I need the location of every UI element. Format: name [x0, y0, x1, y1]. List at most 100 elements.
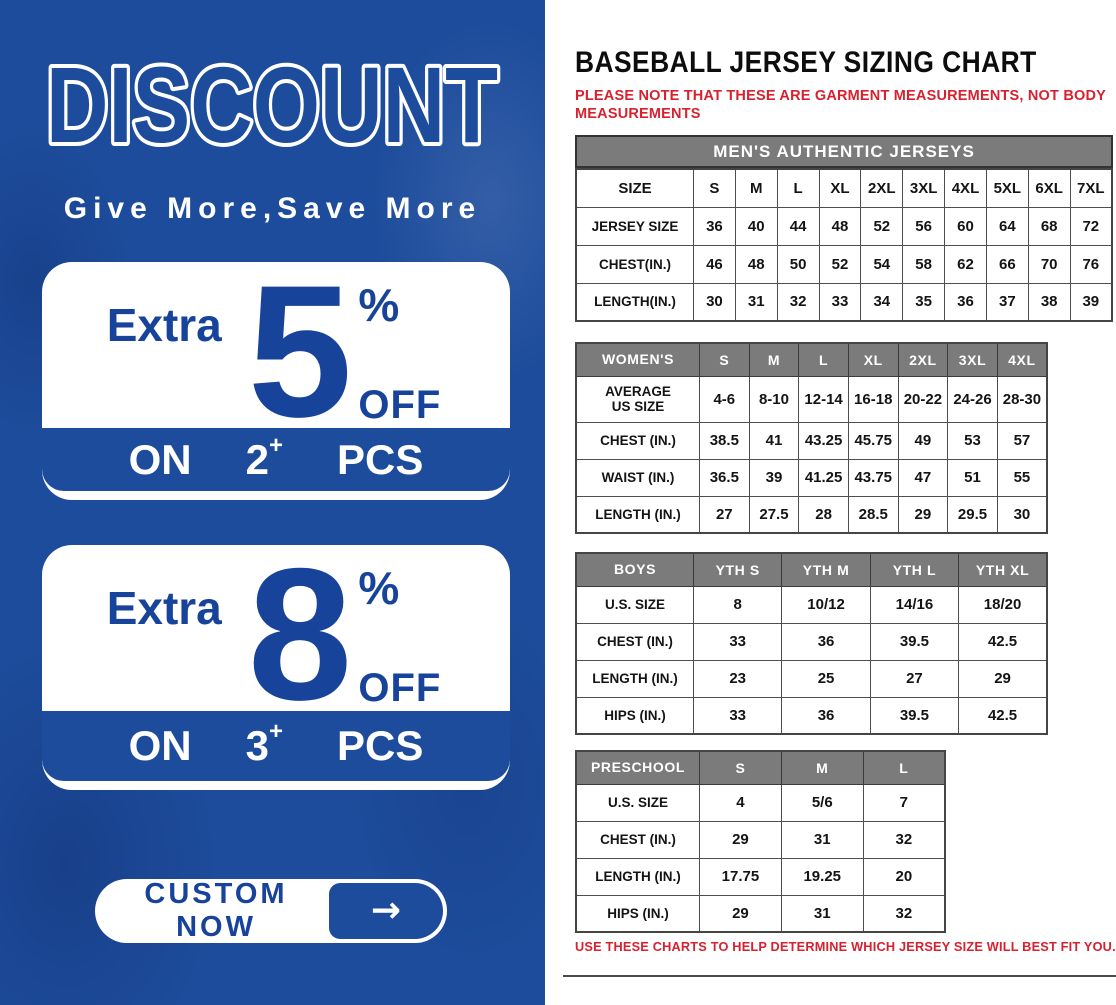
value-cell: 27.5 — [748, 495, 800, 534]
value-cell: 37 — [985, 282, 1029, 322]
plus-sign: + — [268, 718, 283, 745]
quantity-label: 2+ — [245, 431, 283, 483]
value-cell: 45.75 — [847, 421, 899, 460]
value-cell: 16-18 — [847, 375, 899, 423]
value-cell: 48 — [818, 206, 862, 246]
value-cell: 18/20 — [958, 585, 1048, 624]
value-cell: L — [776, 168, 820, 208]
value-cell: XL — [847, 342, 899, 377]
value-cell: 66 — [985, 244, 1029, 284]
value-cell: 55 — [996, 458, 1048, 497]
value-cell: 4-6 — [699, 375, 750, 423]
table-row: CHEST (IN.) 33 36 39.5 42.5 — [575, 622, 1048, 661]
value-cell: 8 — [692, 585, 783, 624]
row-label-cell: U.S. SIZE — [575, 783, 700, 822]
value-cell: 70 — [1027, 244, 1071, 284]
value-cell: M — [780, 750, 864, 785]
table-row: CHEST (IN.) 38.5 41 43.25 45.75 49 53 57 — [575, 421, 1048, 460]
value-cell: 36 — [944, 282, 987, 322]
value-cell: 43.75 — [847, 458, 899, 497]
value-cell: 10/12 — [781, 585, 871, 624]
table-row: LENGTH (IN.) 23 25 27 29 — [575, 659, 1048, 698]
offer-main: Extra 5 % OFF — [42, 262, 510, 456]
quantity-label: 3+ — [245, 718, 283, 769]
value-cell: 29 — [897, 495, 949, 534]
value-cell: 5XL — [985, 168, 1029, 208]
value-cell: 76 — [1069, 244, 1113, 284]
offer-percent-value: 5 — [247, 262, 353, 456]
row-label-cell: CHEST (IN.) — [575, 421, 700, 460]
value-cell: 28-30 — [996, 375, 1048, 423]
table-row: SIZE S M L XL 2XL 3XL 4XL 5XL 6XL 7XL — [575, 168, 1113, 208]
value-cell: 29 — [699, 820, 782, 859]
value-cell: 29 — [699, 894, 782, 933]
row-label-cell: LENGTH (IN.) — [575, 857, 700, 896]
table-row: CHEST (IN.) 29 31 32 — [575, 820, 946, 859]
value-cell: 39 — [1069, 282, 1113, 322]
value-cell: 39.5 — [869, 696, 960, 735]
value-cell: YTH XL — [958, 552, 1048, 587]
value-cell: 33 — [692, 696, 783, 735]
value-cell: 17.75 — [699, 857, 782, 896]
arrow-right-icon: → — [370, 890, 402, 931]
percent-sign: % — [358, 562, 400, 614]
discount-panel: DISCOUNT Give More,Save More Extra 5 % O… — [0, 0, 545, 1005]
value-cell: 20-22 — [897, 375, 949, 423]
header-cell: SIZE — [575, 168, 694, 208]
offer-percent-off: % OFF — [358, 559, 441, 711]
offer-condition-bar: ON 2+ PCS — [42, 428, 510, 491]
offer-card-5-percent: Extra 5 % OFF ON 2+ PCS — [42, 262, 510, 500]
value-cell: 2XL — [860, 168, 904, 208]
table-row: PRESCHOOL S M L — [575, 750, 946, 785]
custom-now-button[interactable]: CUSTOM NOW → — [95, 878, 447, 943]
value-cell: 56 — [902, 206, 946, 246]
table-row: WOMEN'S S M L XL 2XL 3XL 4XL — [575, 342, 1048, 377]
value-cell: 42.5 — [958, 696, 1048, 735]
value-cell: M — [734, 168, 778, 208]
value-cell: 48 — [734, 244, 778, 284]
mens-table-banner: MEN'S AUTHENTIC JERSEYS — [575, 135, 1113, 168]
header-cell: PRESCHOOL — [575, 750, 700, 785]
table-row: U.S. SIZE 8 10/12 14/16 18/20 — [575, 585, 1048, 624]
value-cell: 23 — [692, 659, 783, 698]
offer-condition-bar: ON 3+ PCS — [42, 711, 510, 781]
offer-card-8-percent: Extra 8 % OFF ON 3+ PCS — [42, 545, 510, 790]
value-cell: 20 — [862, 857, 946, 896]
row-label-cell: JERSEY SIZE — [575, 206, 694, 246]
value-cell: 49 — [897, 421, 949, 460]
value-cell: L — [798, 342, 849, 377]
value-cell: 29.5 — [947, 495, 998, 534]
value-cell: S — [699, 750, 782, 785]
discount-tagline: Give More,Save More — [63, 192, 482, 225]
page-title: BASEBALL JERSEY SIZING CHART — [575, 46, 1037, 79]
value-cell: 19.25 — [780, 857, 864, 896]
value-cell: 68 — [1027, 206, 1071, 246]
sizing-chart-panel: BASEBALL JERSEY SIZING CHART PLEASE NOTE… — [545, 0, 1116, 1005]
value-cell: 4XL — [996, 342, 1048, 377]
row-label-cell: CHEST(IN.) — [575, 244, 694, 284]
row-label-cell: HIPS (IN.) — [575, 696, 694, 735]
offer-extra-label: Extra — [106, 299, 222, 351]
value-cell: L — [862, 750, 946, 785]
preschool-sizing-table: PRESCHOOL S M L U.S. SIZE 4 5/6 7 CHEST (IN.) 29 3… — [575, 750, 946, 933]
off-label: OFF — [358, 383, 442, 427]
value-cell: 52 — [860, 206, 904, 246]
value-cell: 28.5 — [847, 495, 899, 534]
custom-now-label: CUSTOM NOW — [144, 878, 288, 943]
value-cell: 33 — [818, 282, 862, 322]
on-label: ON — [128, 435, 192, 483]
on-label: ON — [128, 722, 192, 769]
offer-percent-off: % OFF — [358, 276, 441, 428]
value-cell: 34 — [860, 282, 904, 322]
value-cell: 60 — [944, 206, 987, 246]
value-cell: 36 — [781, 622, 871, 661]
offer-percent-value: 8 — [247, 545, 353, 739]
value-cell: 33 — [692, 622, 783, 661]
value-cell: 50 — [776, 244, 820, 284]
value-cell: YTH L — [869, 552, 960, 587]
row-label-cell: CHEST (IN.) — [575, 820, 700, 859]
pcs-label: PCS — [337, 435, 424, 483]
bottom-divider — [563, 975, 1116, 977]
value-cell: 27 — [699, 495, 750, 534]
value-cell: 41 — [748, 421, 800, 460]
